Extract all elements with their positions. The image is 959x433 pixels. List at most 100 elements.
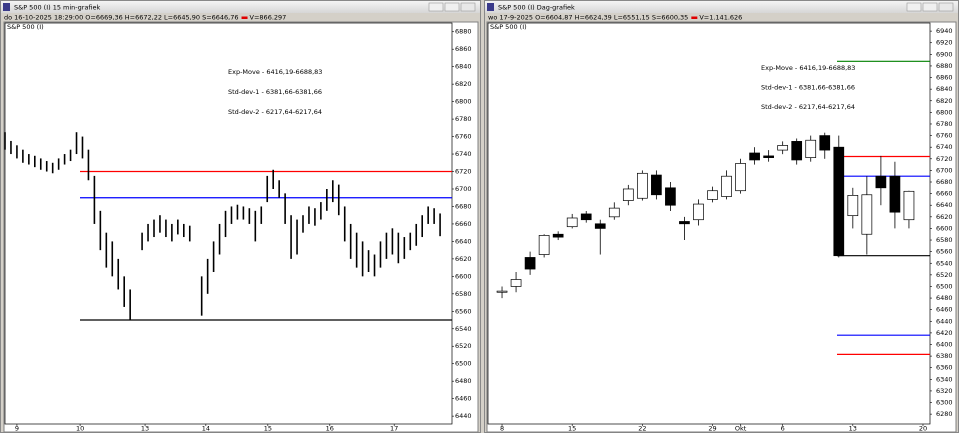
y-tick-label: 6940 <box>936 27 953 35</box>
y-tick-label: 6460 <box>455 395 472 403</box>
candle-body <box>496 290 508 293</box>
y-tick-label: 6480 <box>936 294 953 302</box>
y-tick-label: 6500 <box>455 360 472 368</box>
y-tick-label: 6460 <box>936 306 953 314</box>
y-tick-label: 6620 <box>455 255 472 263</box>
maximize-button[interactable] <box>444 2 460 12</box>
y-tick-label: 6480 <box>455 377 472 385</box>
x-tick-label: 13 <box>849 425 857 433</box>
y-tick-label: 6340 <box>936 375 953 383</box>
candle-body <box>875 175 887 189</box>
y-tick-label: 6680 <box>455 202 472 210</box>
candle-body <box>707 190 718 200</box>
candle-body <box>889 175 901 213</box>
title-bar <box>1 1 480 13</box>
y-tick-label: 6380 <box>936 352 953 360</box>
candle-body <box>594 223 606 229</box>
candle-body <box>566 217 578 228</box>
close-button[interactable] <box>938 2 954 12</box>
info-line: do 16-10-2025 18:29:00 O=6669,36 H=6672,… <box>4 14 239 22</box>
plot-area <box>4 22 453 425</box>
x-tick-label: Okt <box>735 425 747 433</box>
candle-body <box>693 203 704 221</box>
x-tick-label: 20 <box>919 425 927 433</box>
candle-body <box>580 213 592 221</box>
y-tick-label: 6880 <box>455 28 472 36</box>
y-tick-label: 6660 <box>455 220 472 228</box>
corner-label: S&P 500 (I) <box>490 23 527 31</box>
y-tick-label: 6800 <box>455 98 472 106</box>
y-tick-label: 6680 <box>936 178 953 186</box>
volume: V=866.297 <box>250 14 287 22</box>
y-tick-label: 6780 <box>455 115 472 123</box>
annotation: Exp-Move - 6416,19-6688,83 <box>228 68 322 76</box>
y-tick-label: 6440 <box>455 412 472 420</box>
candle-body <box>608 207 620 218</box>
candle-body <box>903 190 915 221</box>
y-tick-label: 6600 <box>936 224 953 232</box>
y-tick-label: 6620 <box>936 213 953 221</box>
candle-body <box>622 188 634 201</box>
y-tick-label: 6880 <box>936 62 953 70</box>
candle-body <box>791 141 803 161</box>
candle-body <box>805 139 817 158</box>
y-tick-label: 6660 <box>936 190 953 198</box>
y-tick-label: 6640 <box>455 237 472 245</box>
y-tick-label: 6520 <box>936 271 953 279</box>
y-tick-label: 6600 <box>455 272 472 280</box>
app-icon <box>487 3 494 11</box>
chart-window: S&P 500 (I) 15 min-grafiek do 16-10-2025 … <box>0 0 481 433</box>
close-button[interactable] <box>460 2 476 12</box>
x-tick-label: 8 <box>500 425 504 433</box>
plot-area <box>487 22 931 425</box>
y-tick-label: 6740 <box>936 143 953 151</box>
y-tick-label: 6520 <box>455 342 472 350</box>
candle-body <box>665 187 676 206</box>
volume: V=1.141.626 <box>699 14 742 22</box>
y-tick-label: 6280 <box>936 410 953 418</box>
candle-body <box>861 194 873 235</box>
y-tick-label: 6740 <box>455 150 472 158</box>
window-title: S&P 500 (I) Dag-grafiek <box>498 4 575 12</box>
candle-body <box>777 145 789 151</box>
window-title: S&P 500 (I) 15 min-grafiek <box>14 4 101 12</box>
candle-body <box>721 175 732 197</box>
annotation: Exp-Move - 6416,19-6688,83 <box>761 64 855 72</box>
x-tick-label: 16 <box>326 425 334 433</box>
y-tick-label: 6320 <box>936 387 953 395</box>
minimize-button[interactable] <box>906 2 922 12</box>
x-tick-label: 6 <box>781 425 785 433</box>
candle-body <box>510 279 522 287</box>
candle-body <box>735 163 746 192</box>
y-tick-label: 6920 <box>936 39 953 47</box>
y-tick-label: 6720 <box>936 155 953 163</box>
y-tick-label: 6300 <box>936 399 953 407</box>
maximize-button[interactable] <box>922 2 938 12</box>
x-tick-label: 17 <box>390 425 398 433</box>
annotation: Std-dev-2 - 6217,64-6217,64 <box>228 108 322 116</box>
y-tick-label: 6540 <box>455 325 472 333</box>
y-tick-label: 6820 <box>936 97 953 105</box>
x-tick-label: 29 <box>708 425 716 433</box>
x-tick-label: 9 <box>15 425 19 433</box>
title-bar <box>485 1 958 13</box>
y-tick-label: 6760 <box>455 133 472 141</box>
candle-body <box>636 172 648 199</box>
candle-body <box>833 146 845 257</box>
y-tick-label: 6640 <box>936 201 953 209</box>
candle-body <box>651 174 662 196</box>
y-tick-label: 6820 <box>455 80 472 88</box>
candle-body <box>552 233 564 238</box>
y-tick-label: 6580 <box>455 290 472 298</box>
y-tick-label: 6560 <box>936 248 953 256</box>
minimize-button[interactable] <box>428 2 444 12</box>
y-tick-label: 6500 <box>936 282 953 290</box>
x-tick-label: 15 <box>568 425 576 433</box>
y-tick-label: 6560 <box>455 307 472 315</box>
candle-body <box>847 195 859 217</box>
y-tick-label: 6420 <box>936 329 953 337</box>
y-tick-label: 6860 <box>936 74 953 82</box>
candle-body <box>524 257 536 270</box>
y-tick-label: 6800 <box>936 108 953 116</box>
